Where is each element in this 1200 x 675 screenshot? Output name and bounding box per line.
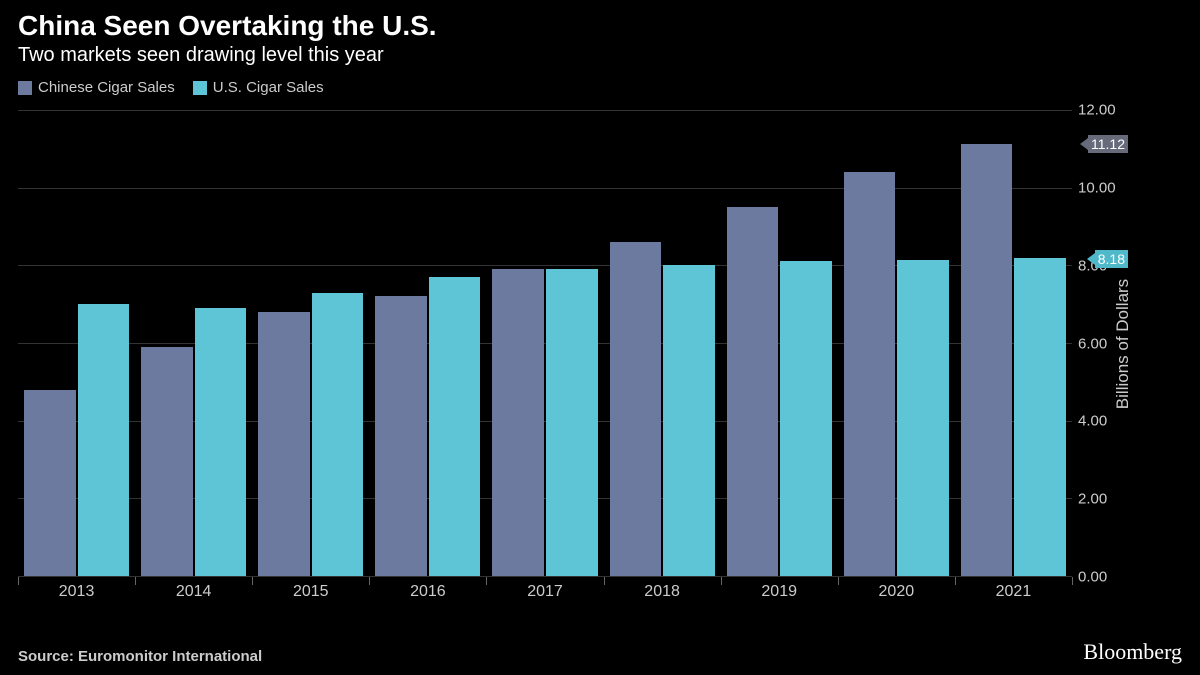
bar — [1014, 258, 1066, 576]
bar-group — [604, 110, 721, 576]
x-tick-label: 2020 — [838, 577, 955, 605]
chart-legend: Chinese Cigar Sales U.S. Cigar Sales — [0, 73, 1200, 100]
bar — [429, 277, 481, 576]
bar-group — [486, 110, 603, 576]
x-tick-label: 2013 — [18, 577, 135, 605]
chart-title: China Seen Overtaking the U.S. — [18, 10, 1182, 42]
bar — [663, 265, 715, 576]
legend-label: Chinese Cigar Sales — [38, 79, 175, 96]
legend-label: U.S. Cigar Sales — [213, 79, 324, 96]
bar — [78, 304, 130, 576]
x-tick-line — [604, 577, 605, 585]
x-tick-line — [1072, 577, 1073, 585]
x-tick-label: 2016 — [369, 577, 486, 605]
value-callout: 11.12 — [1088, 135, 1128, 153]
y-tick-label: 4.00 — [1078, 413, 1107, 430]
x-tick-line — [18, 577, 19, 585]
y-tick-label: 2.00 — [1078, 491, 1107, 508]
bar — [375, 296, 427, 576]
bar-group — [721, 110, 838, 576]
x-tick-line — [135, 577, 136, 585]
bars-row — [18, 110, 1072, 576]
bar-group — [955, 110, 1072, 576]
bar — [141, 347, 193, 576]
y-axis: Billions of Dollars 0.002.004.006.008.00… — [1072, 110, 1182, 577]
x-tick-line — [721, 577, 722, 585]
bar-group — [369, 110, 486, 576]
x-tick-label: 2017 — [486, 577, 603, 605]
bar — [897, 260, 949, 576]
x-tick-label: 2021 — [955, 577, 1072, 605]
chart-subtitle: Two markets seen drawing level this year — [18, 44, 1182, 67]
legend-item-us: U.S. Cigar Sales — [193, 79, 324, 96]
chart-header: China Seen Overtaking the U.S. Two marke… — [0, 0, 1200, 73]
chart-container: 201320142015201620172018201920202021 Bil… — [18, 110, 1182, 605]
x-tick-line — [955, 577, 956, 585]
source-text: Source: Euromonitor International — [18, 648, 262, 665]
legend-swatch — [193, 81, 207, 95]
y-tick-label: 12.00 — [1078, 102, 1116, 119]
chart-footer: Source: Euromonitor International Bloomb… — [18, 639, 1182, 665]
y-tick-label: 0.00 — [1078, 569, 1107, 586]
bar — [780, 261, 832, 576]
x-tick-label: 2014 — [135, 577, 252, 605]
bar — [258, 312, 310, 576]
x-tick-label: 2015 — [252, 577, 369, 605]
legend-swatch — [18, 81, 32, 95]
bar-group — [18, 110, 135, 576]
brand-logo: Bloomberg — [1083, 639, 1182, 665]
x-tick-line — [486, 577, 487, 585]
bar — [610, 242, 662, 576]
bar-group — [838, 110, 955, 576]
y-axis-title: Billions of Dollars — [1113, 278, 1133, 408]
bar — [24, 390, 76, 576]
bar-group — [252, 110, 369, 576]
y-tick-label: 10.00 — [1078, 179, 1116, 196]
bar — [546, 269, 598, 576]
x-axis: 201320142015201620172018201920202021 — [18, 577, 1072, 605]
bar — [492, 269, 544, 576]
bar — [727, 207, 779, 576]
y-tick-label: 6.00 — [1078, 335, 1107, 352]
x-tick-line — [369, 577, 370, 585]
x-tick-line — [252, 577, 253, 585]
x-tick-line — [838, 577, 839, 585]
bar — [961, 144, 1013, 576]
bar-group — [135, 110, 252, 576]
bar — [312, 293, 364, 576]
x-tick-label: 2019 — [721, 577, 838, 605]
value-callout: 8.18 — [1095, 250, 1128, 268]
legend-item-china: Chinese Cigar Sales — [18, 79, 175, 96]
bar — [195, 308, 247, 576]
x-tick-label: 2018 — [604, 577, 721, 605]
plot-area — [18, 110, 1072, 577]
bar — [844, 172, 896, 576]
